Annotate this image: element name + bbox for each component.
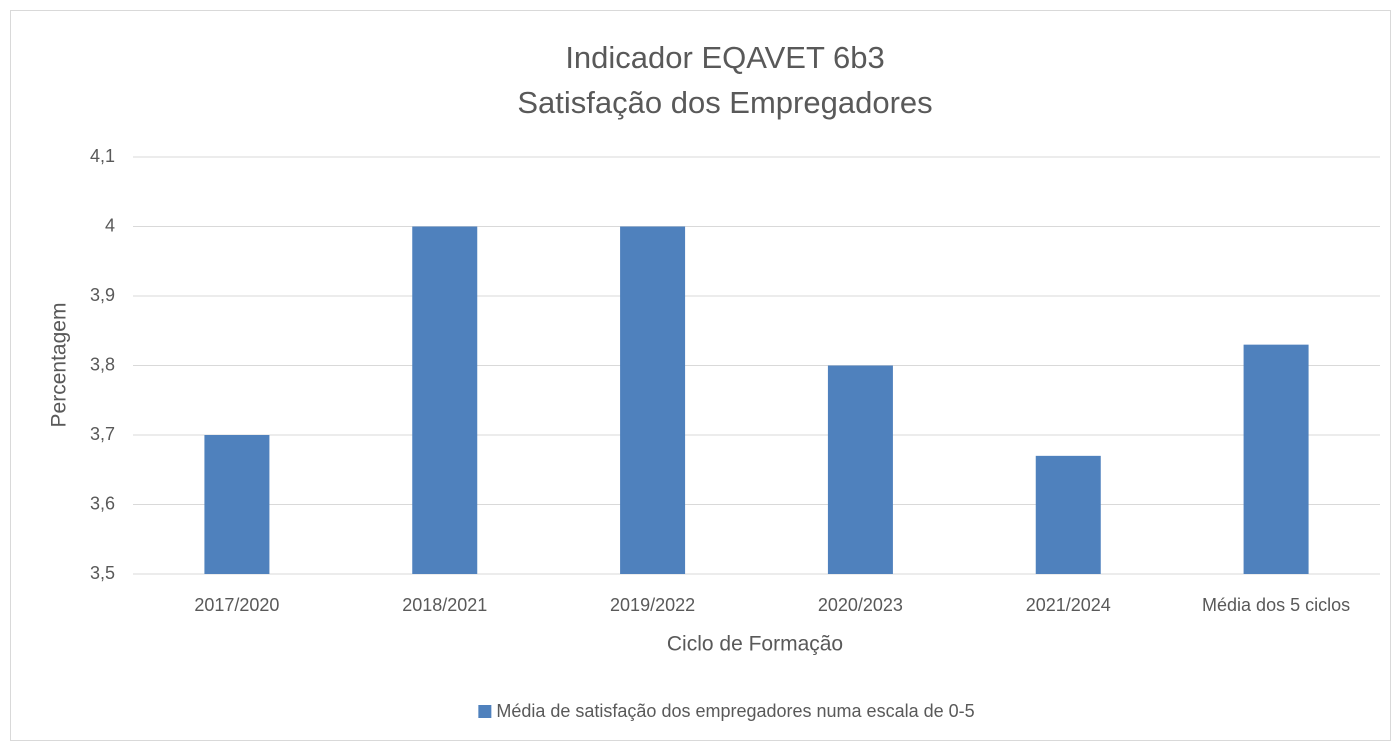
x-tick-label: 2017/2020 <box>194 595 279 615</box>
chart-border <box>10 10 1391 741</box>
x-tick-label: 2018/2021 <box>402 595 487 615</box>
bar <box>620 226 686 574</box>
bar <box>1035 455 1101 574</box>
bar <box>827 365 893 574</box>
x-axis-title: Ciclo de Formação <box>667 633 843 656</box>
y-axis-title: Percentagem <box>48 303 71 428</box>
bar <box>412 226 478 574</box>
x-tick-label: 2019/2022 <box>610 595 695 615</box>
y-tick-label: 4,1 <box>90 146 115 166</box>
y-tick-label: 4 <box>105 215 115 235</box>
x-tick-label: 2020/2023 <box>818 595 903 615</box>
y-tick-label: 3,8 <box>90 354 115 374</box>
y-tick-label: 3,5 <box>90 563 115 583</box>
legend-label: Média de satisfação dos empregadores num… <box>496 701 974 721</box>
x-tick-label: 2021/2024 <box>1026 595 1111 615</box>
y-tick-label: 3,6 <box>90 493 115 513</box>
legend-swatch <box>478 705 492 718</box>
bar <box>1243 344 1309 574</box>
bar <box>204 435 270 574</box>
chart-subtitle: Satisfação dos Empregadores <box>517 85 932 120</box>
y-tick-label: 3,7 <box>90 424 115 444</box>
y-tick-label: 3,9 <box>90 285 115 305</box>
x-tick-label: Média dos 5 ciclos <box>1202 595 1350 615</box>
chart-title: Indicador EQAVET 6b3 <box>565 40 884 75</box>
